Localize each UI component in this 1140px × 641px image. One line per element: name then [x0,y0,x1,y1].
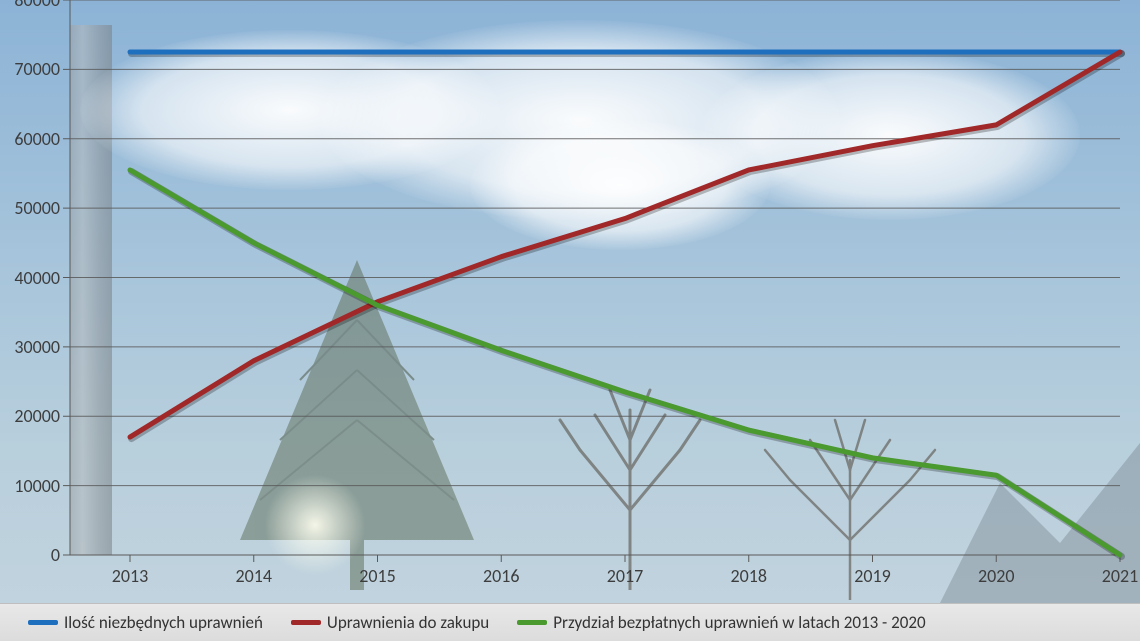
y-tick-label: 80000 [0,0,60,11]
series-line-to_buy [130,52,1120,437]
x-tick-label: 2015 [348,565,408,587]
x-tick-label: 2017 [595,565,655,587]
legend-item-needed: Ilość niezbędnych uprawnień [28,612,263,633]
y-tick-label: 0 [0,544,60,566]
chart-container: 0 10000 20000 30000 40000 50000 60000 70000 8000… [0,0,1140,641]
legend-item-to-buy: Uprawnienia do zakupu [291,612,489,633]
legend-item-free: Przydział bezpłatnych uprawnień w latach… [517,612,925,633]
x-tick-label: 2013 [100,565,160,587]
x-tick-label: 2016 [471,565,531,587]
legend-swatch [28,620,58,625]
y-tick-label: 50000 [0,197,60,219]
legend-label: Przydział bezpłatnych uprawnień w latach… [553,612,925,633]
x-tick-label: 2021 [1090,565,1140,587]
y-tick-label: 30000 [0,336,60,358]
y-tick-label: 70000 [0,58,60,80]
x-tick-label: 2019 [843,565,903,587]
x-tick-label: 2018 [719,565,779,587]
y-tick-label: 10000 [0,475,60,497]
legend: Ilość niezbędnych uprawnień Uprawnienia … [0,603,1140,641]
plot-svg [0,0,1140,641]
legend-swatch [517,620,547,625]
y-tick-label: 40000 [0,267,60,289]
x-tick-label: 2020 [966,565,1026,587]
axes [63,0,1120,562]
legend-label: Uprawnienia do zakupu [327,612,489,633]
y-tick-label: 60000 [0,128,60,150]
y-tick-label: 20000 [0,405,60,427]
series-line-free_alloc [130,170,1120,555]
legend-label: Ilość niezbędnych uprawnień [64,612,263,633]
x-tick-label: 2014 [224,565,284,587]
legend-swatch [291,620,321,625]
series-lines [130,52,1122,556]
